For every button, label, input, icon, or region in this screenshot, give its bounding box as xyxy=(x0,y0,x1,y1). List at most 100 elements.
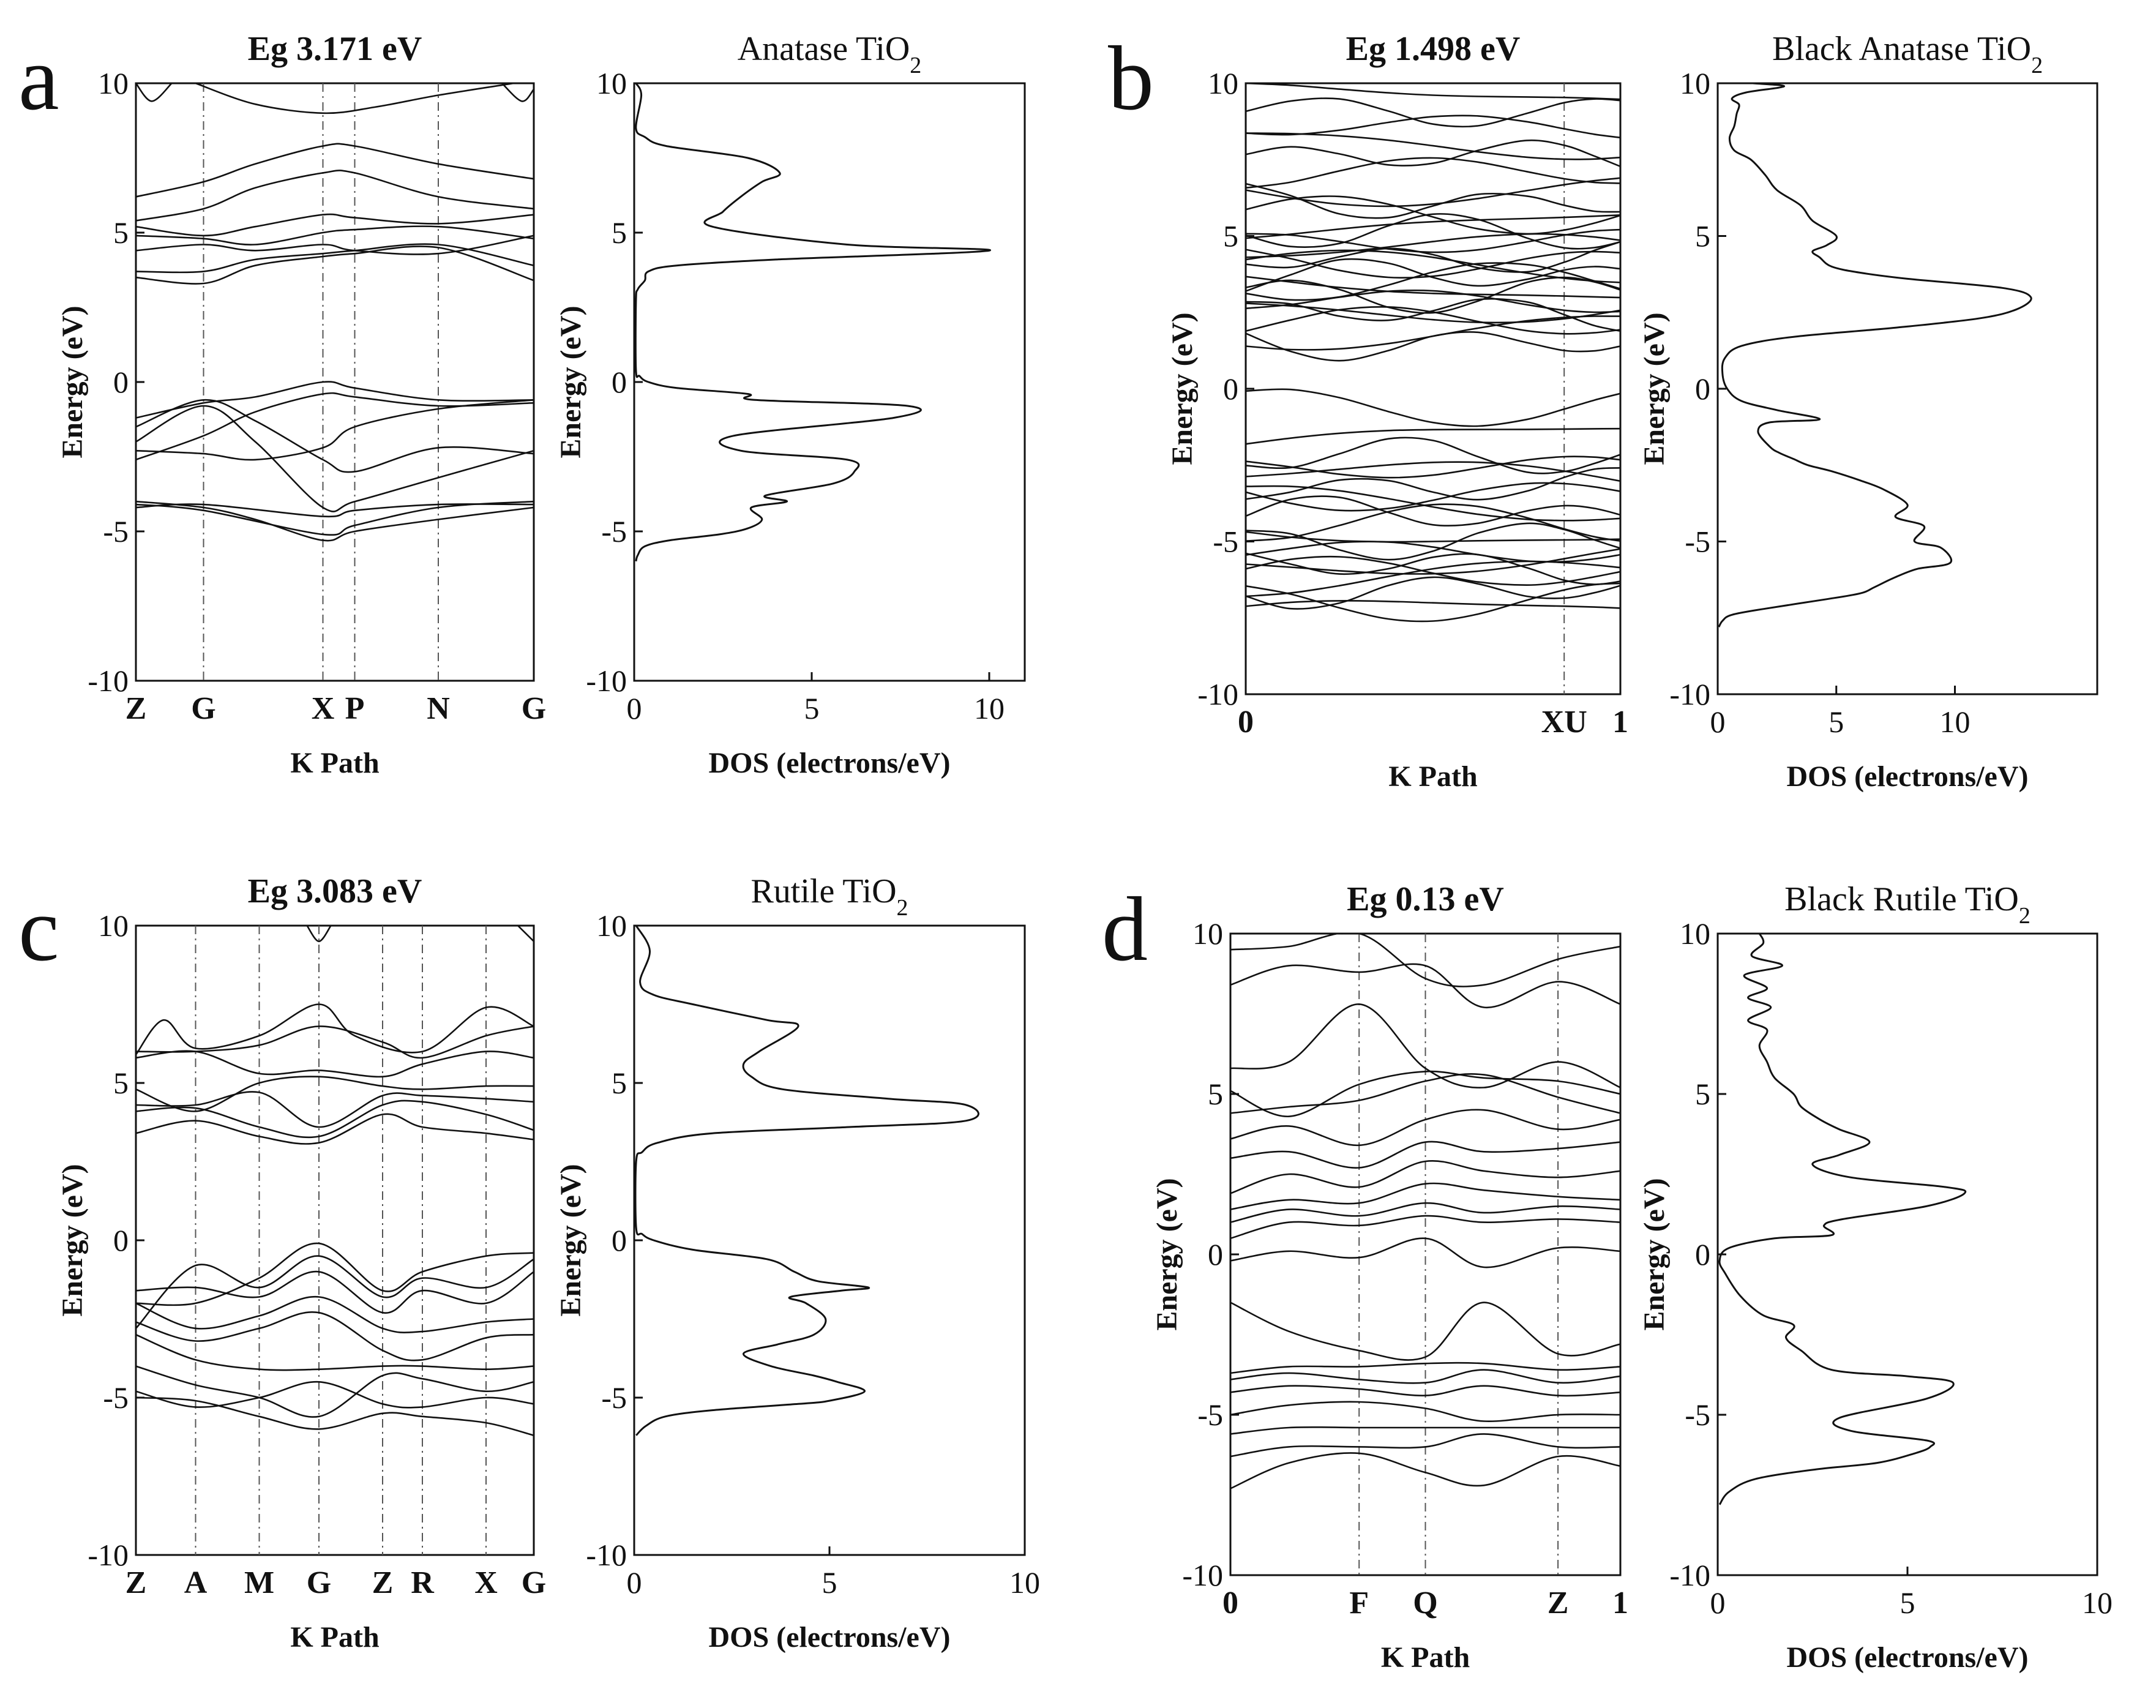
plot-content xyxy=(634,83,991,562)
band-line xyxy=(1246,482,1620,512)
band-line xyxy=(1246,298,1620,332)
x-axis-label: DOS (electrons/eV) xyxy=(1786,760,2028,793)
band-line xyxy=(136,1091,534,1128)
k-point-label: N xyxy=(427,691,450,726)
x-axis-label: K Path xyxy=(290,1621,379,1654)
band-line xyxy=(1246,436,1620,474)
band-line xyxy=(1230,1426,1620,1435)
k-point-label: Z xyxy=(125,691,147,726)
band-line xyxy=(1230,1237,1620,1268)
x-tick-label: 5 xyxy=(822,1565,837,1600)
band-line xyxy=(136,1113,534,1145)
y-tick-label: 10 xyxy=(98,66,129,100)
band-line xyxy=(1246,582,1620,623)
dos-curve xyxy=(634,83,991,562)
band-line xyxy=(1230,1202,1620,1223)
x-tick-label: 5 xyxy=(804,691,820,725)
x-tick-label: 10 xyxy=(1940,705,1971,739)
band-line xyxy=(136,399,534,461)
band-line xyxy=(1230,1401,1620,1422)
k-point-label: Z xyxy=(372,1565,394,1600)
k-point-label: G xyxy=(522,691,546,726)
band-line xyxy=(1246,302,1620,324)
panel-letter-b: b xyxy=(1108,28,1154,129)
band-line xyxy=(136,245,534,285)
band-line xyxy=(1246,213,1620,250)
y-tick-label: 5 xyxy=(1208,1077,1223,1111)
band-line xyxy=(1246,114,1620,139)
x-axis-label: K Path xyxy=(1388,760,1477,793)
band-line xyxy=(136,83,173,102)
chart-title: Eg 1.498 eV xyxy=(1346,30,1521,68)
y-tick-label: 0 xyxy=(612,365,627,399)
band-line xyxy=(1246,233,1620,258)
band-line xyxy=(1246,427,1620,445)
band-line xyxy=(136,399,534,473)
y-tick-label: 10 xyxy=(596,66,627,100)
x-tick-label: 10 xyxy=(974,691,1005,725)
y-tick-label: 0 xyxy=(1695,372,1710,406)
band-line xyxy=(1246,258,1620,292)
band-line xyxy=(136,1295,534,1334)
band-line xyxy=(1230,1369,1620,1384)
y-tick-label: -10 xyxy=(1669,1558,1710,1592)
band-line xyxy=(1246,467,1620,501)
x-tick-label: 0 xyxy=(1710,705,1726,739)
y-tick-label: 10 xyxy=(1680,66,1710,100)
y-tick-label: 5 xyxy=(1695,219,1710,253)
x-axis-label: DOS (electrons/eV) xyxy=(708,747,950,779)
y-tick-label: -5 xyxy=(601,1380,627,1415)
band-line xyxy=(1246,485,1620,522)
y-axis-label: Energy (eV) xyxy=(1638,312,1671,465)
band-line xyxy=(1246,290,1620,313)
band-line xyxy=(136,1365,534,1418)
band-line xyxy=(136,234,534,255)
band-line xyxy=(136,1270,534,1314)
y-tick-label: -5 xyxy=(103,514,129,549)
y-tick-label: 5 xyxy=(612,215,627,250)
band-line xyxy=(1246,228,1620,253)
k-point-label: Z xyxy=(125,1565,147,1600)
y-axis-label: Energy (eV) xyxy=(555,1164,587,1316)
band-line xyxy=(1246,455,1620,479)
band-line xyxy=(136,405,534,512)
panel-letter-a: a xyxy=(18,28,59,129)
y-tick-label: 0 xyxy=(1208,1237,1223,1272)
band-line xyxy=(1230,1159,1620,1194)
k-point-label: 1 xyxy=(1612,705,1628,740)
plot-content xyxy=(1718,83,2032,627)
band-line xyxy=(1230,1109,1620,1147)
y-tick-label: -10 xyxy=(586,1538,627,1572)
plot-content xyxy=(136,926,534,1555)
x-tick-label: 0 xyxy=(627,1565,642,1600)
band-line xyxy=(136,1311,534,1362)
band-line xyxy=(1230,1141,1620,1169)
chart-title: Eg 3.171 eV xyxy=(248,30,422,68)
band-line xyxy=(136,143,534,198)
y-tick-label: 10 xyxy=(596,908,627,943)
k-point-label: 0 xyxy=(1238,705,1254,740)
x-axis-label: K Path xyxy=(1381,1641,1470,1674)
band-line xyxy=(1230,1452,1620,1489)
band-line xyxy=(136,225,534,245)
plot-content xyxy=(1230,934,1620,1575)
band-line xyxy=(1246,522,1620,561)
band-line xyxy=(136,1396,534,1436)
band-line xyxy=(136,500,534,542)
band-line xyxy=(1246,305,1620,335)
band-line xyxy=(1246,600,1620,609)
chart-title-subscript: 2 xyxy=(2031,53,2043,78)
y-tick-label: -5 xyxy=(1685,525,1710,559)
k-point-label: G xyxy=(307,1565,331,1600)
band-line xyxy=(136,392,534,461)
chart-a-band-structure: Eg 3.171 eV 10 5 0 -5 -10 Energy (eV) K Path Z G X… xyxy=(56,30,546,779)
y-axis-label: Energy (eV) xyxy=(1151,1178,1183,1330)
band-line xyxy=(1230,1433,1620,1458)
y-axis-label: Energy (eV) xyxy=(1166,312,1199,465)
k-point-label: G xyxy=(191,691,215,726)
y-tick-label: 0 xyxy=(1695,1237,1710,1272)
k-point-label: XU xyxy=(1541,705,1587,740)
band-line xyxy=(1246,139,1620,168)
